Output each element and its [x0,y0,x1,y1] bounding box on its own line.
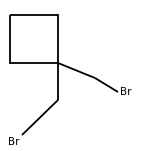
Text: Br: Br [120,87,132,97]
Text: Br: Br [8,137,20,147]
